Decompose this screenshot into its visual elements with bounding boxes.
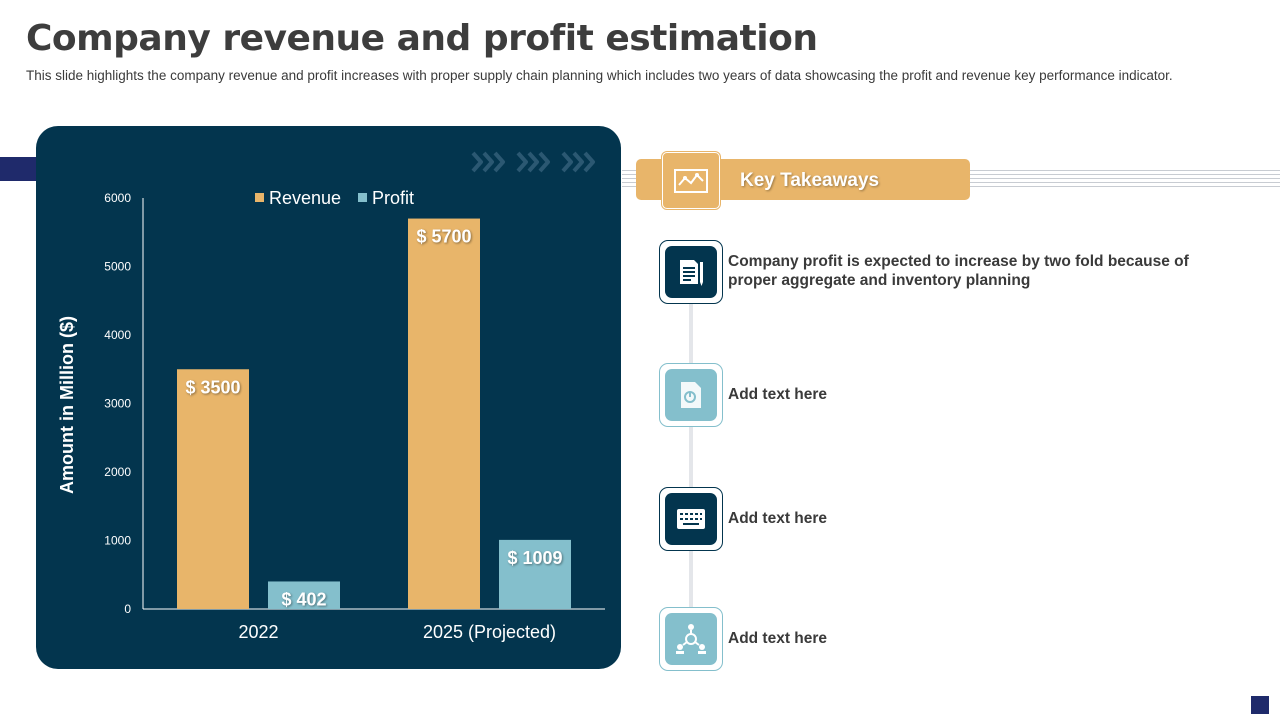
y-axis-title: Amount in Million ($) (57, 316, 77, 494)
file-chart-icon (681, 382, 701, 408)
takeaway-text-1: Company profit is expected to increase b… (728, 253, 1189, 289)
y-tick-label: 1000 (104, 534, 131, 548)
corner-marker (1251, 696, 1269, 714)
left-accent-bar (0, 157, 38, 181)
bar-revenue-1 (177, 369, 249, 609)
legend-swatch-profit (358, 193, 367, 202)
y-tick-label: 4000 (104, 328, 131, 342)
document-pen-icon (680, 260, 703, 286)
y-tick-label: 5000 (104, 260, 131, 274)
team-network-icon (676, 624, 706, 654)
x-tick-label: 2022 (238, 622, 278, 642)
y-tick-label: 6000 (104, 191, 131, 205)
takeaway-icon-box-1 (659, 240, 723, 304)
keyboard-icon (677, 509, 705, 529)
takeaway-text-4: Add text here (728, 630, 828, 647)
legend-label-revenue: Revenue (269, 188, 341, 208)
takeaway-text-3: Add text here (728, 510, 828, 527)
page-title: Company revenue and profit estimation (26, 18, 818, 59)
takeaways-title: Key Takeaways (740, 170, 880, 191)
takeaway-text-2: Add text here (728, 386, 828, 403)
revenue-profit-chart: Revenue Profit Amount in Million ($) 0 10… (57, 151, 605, 642)
bar-data-label: $ 1009 (507, 548, 562, 568)
takeaway-icon-box-4 (659, 607, 723, 671)
bar-data-label: $ 3500 (185, 377, 240, 397)
y-tick-label: 2000 (104, 465, 131, 479)
chevrons-decoration-icon (471, 151, 595, 173)
bar-profit-1 (268, 581, 340, 609)
bar-revenue-2 (408, 218, 480, 610)
legend-label-profit: Profit (372, 188, 414, 208)
takeaway-icon-box-2 (659, 363, 723, 427)
bar-data-label: $ 5700 (416, 227, 471, 247)
map-icon (674, 168, 708, 193)
y-tick-label: 0 (124, 602, 131, 616)
x-tick-label: 2025 (Projected) (423, 622, 556, 642)
chart-panel: Revenue Profit Amount in Million ($) 0 10… (36, 126, 621, 669)
legend-swatch-revenue (255, 193, 264, 202)
timeline-connector (689, 300, 693, 610)
page-subtitle: This slide highlights the company revenu… (26, 68, 1173, 83)
bar-data-label: $ 402 (281, 589, 326, 609)
takeaway-icon-box-3 (659, 487, 723, 551)
takeaways-header-icon-box (662, 152, 720, 209)
bar-profit-2 (499, 539, 571, 609)
y-tick-label: 3000 (104, 397, 131, 411)
